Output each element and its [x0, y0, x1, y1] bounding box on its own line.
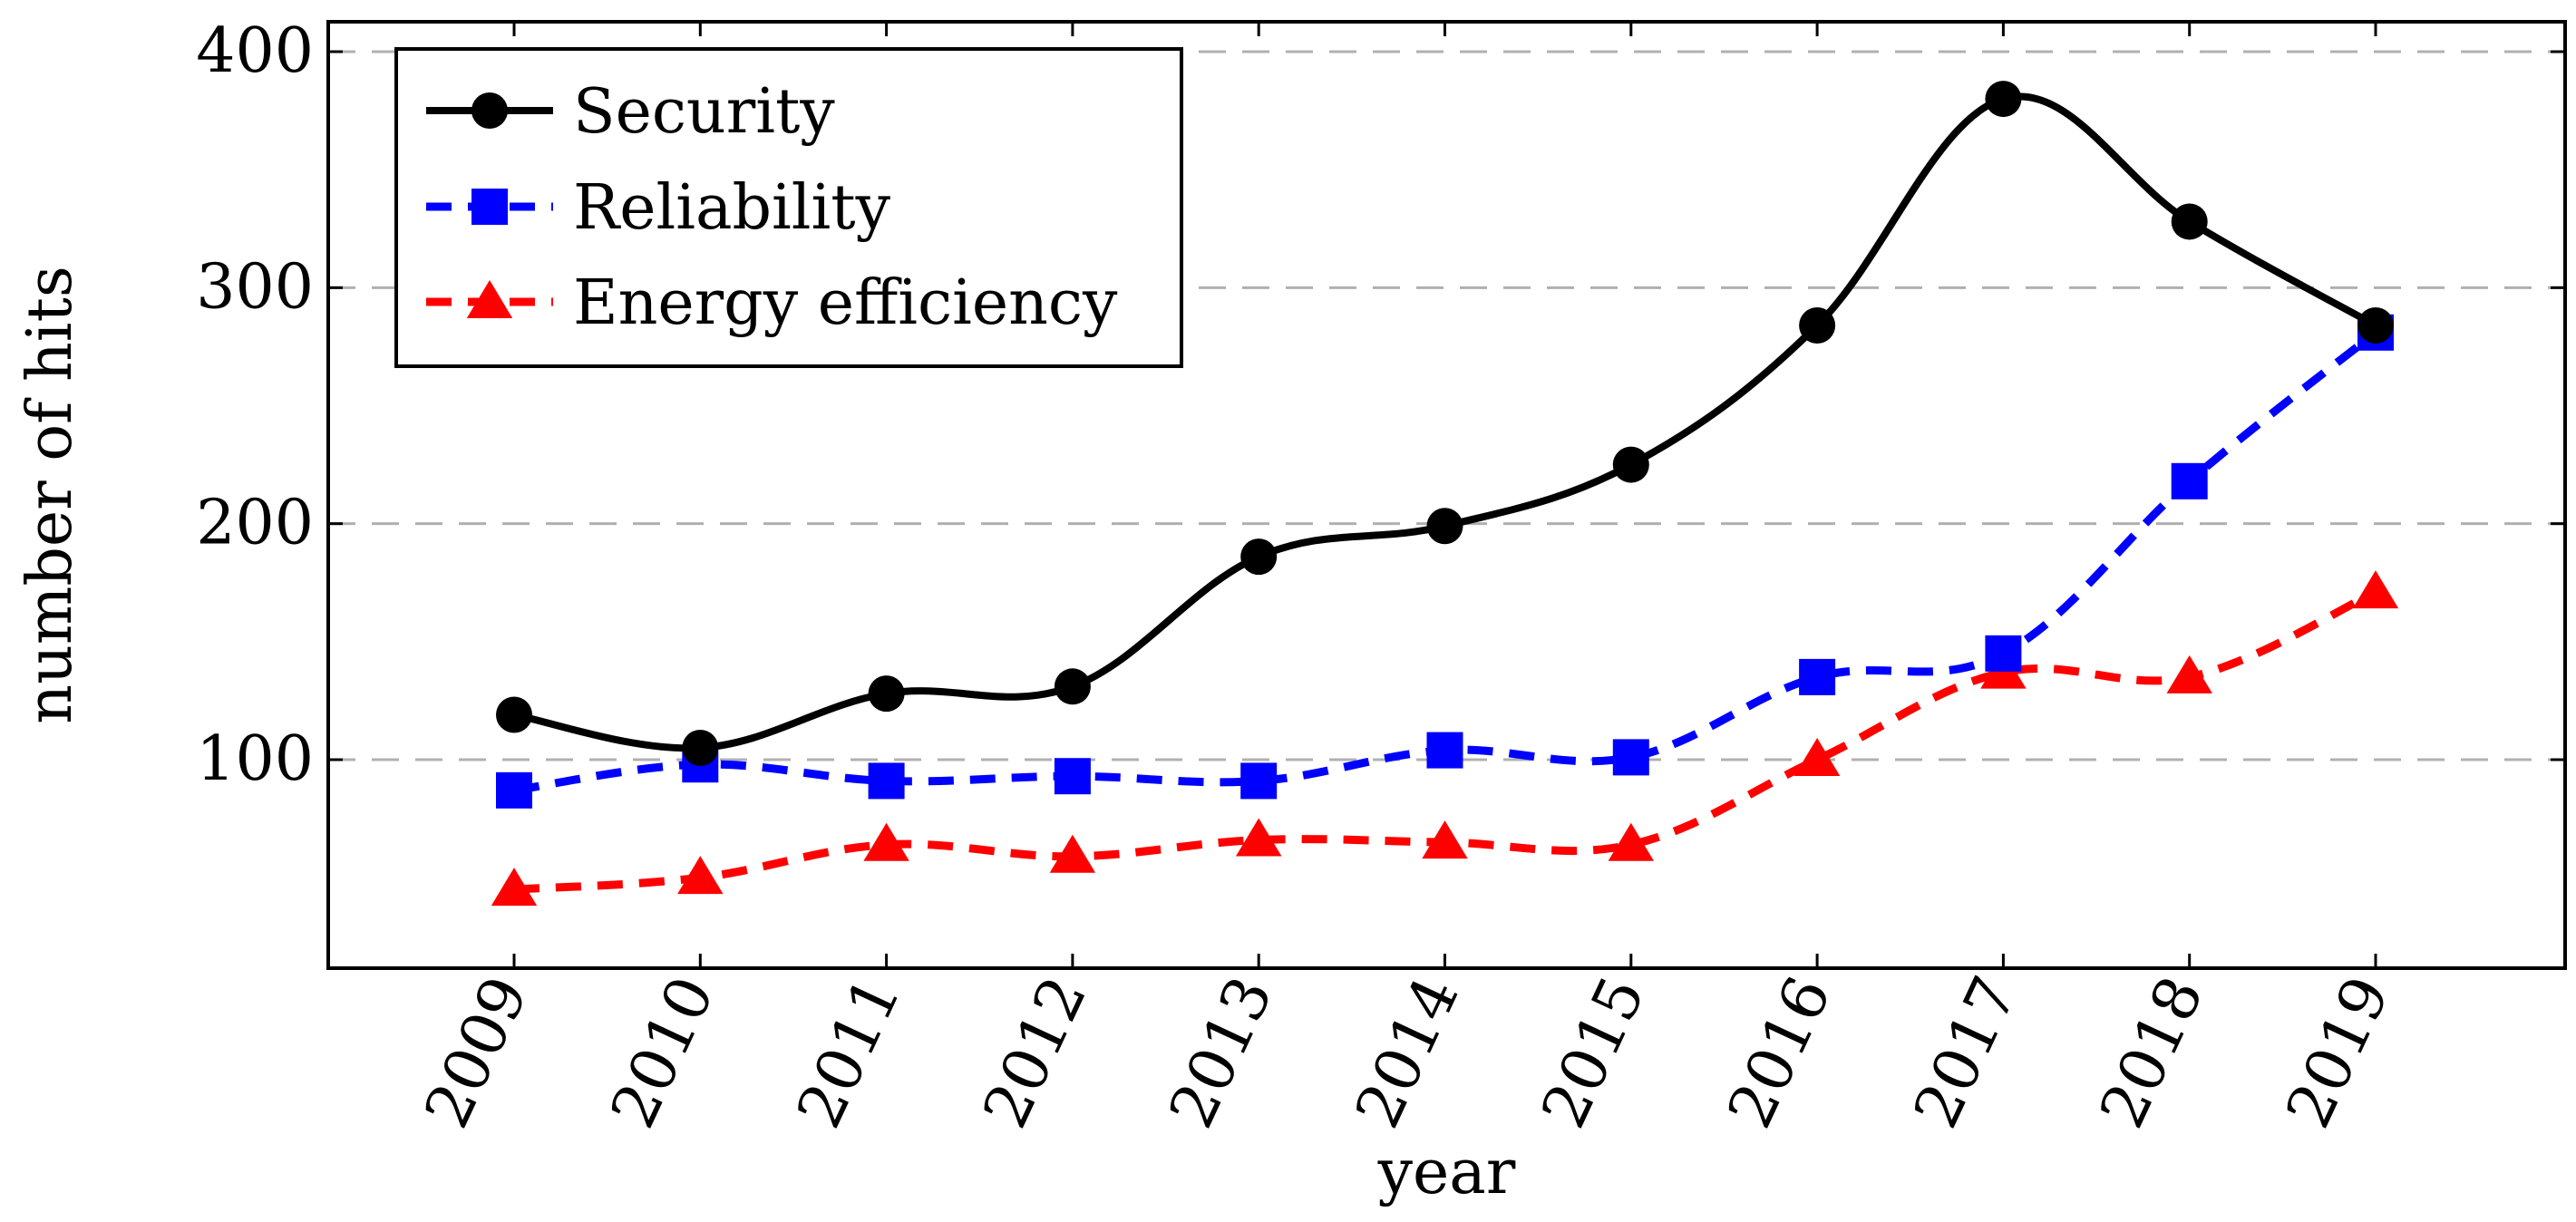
- x-axis-label: year: [1377, 1137, 1516, 1208]
- legend-marker: [471, 92, 508, 129]
- legend-marker: [466, 280, 513, 318]
- data-point: [496, 696, 532, 733]
- series-line: [513, 92, 2377, 752]
- y-tick-label: 300: [196, 251, 314, 323]
- data-point: [1422, 820, 1468, 859]
- data-point: [863, 822, 909, 861]
- data-point: [2171, 462, 2208, 499]
- data-point: [496, 771, 532, 809]
- legend-label: Security: [573, 76, 835, 148]
- legend-marker-group: [466, 280, 513, 318]
- plot-frame: [326, 20, 2567, 970]
- legend-entry-security: Security: [426, 76, 835, 148]
- legend: Security Reliability Energy efficiency: [394, 47, 1183, 368]
- data-point: [1426, 508, 1463, 545]
- data-point: [1612, 446, 1649, 483]
- legend-entry-reliability: Reliability: [426, 172, 891, 244]
- data-point: [491, 868, 538, 907]
- data-point: [2166, 655, 2212, 693]
- data-point: [2357, 306, 2394, 344]
- data-point: [2352, 570, 2399, 609]
- data-point: [1240, 538, 1278, 576]
- y-axis-label: number of hits: [15, 266, 86, 723]
- data-point: [1054, 758, 1091, 795]
- data-point: [868, 675, 905, 713]
- series-energy-efficiency: [491, 570, 2399, 907]
- data-point: [1240, 762, 1278, 800]
- data-point: [1985, 635, 2022, 672]
- series-line: [513, 329, 2378, 795]
- data-point: [682, 729, 719, 766]
- y-tick-label: 400: [196, 15, 314, 87]
- data-point: [1793, 738, 1841, 776]
- data-point: [1426, 732, 1463, 769]
- series-security: [496, 81, 2394, 766]
- legend-marker-group: [471, 92, 508, 129]
- data-point: [1054, 668, 1091, 705]
- data-point: [1049, 834, 1096, 873]
- data-point: [868, 762, 905, 800]
- data-point: [1799, 306, 1836, 344]
- legend-label: Reliability: [573, 172, 891, 244]
- data-point: [1985, 81, 2022, 118]
- data-point: [1236, 818, 1282, 857]
- y-tick-label: 100: [196, 723, 314, 795]
- data-point: [677, 856, 724, 895]
- y-tick-label: 200: [196, 488, 314, 559]
- data-point: [1799, 658, 1836, 695]
- data-point: [1612, 739, 1649, 776]
- legend-marker-group: [471, 189, 508, 225]
- legend-label: Energy efficiency: [573, 267, 1118, 339]
- series-layer: [491, 81, 2399, 907]
- legend-marker: [471, 189, 508, 225]
- legend-entry-energy-efficiency: Energy efficiency: [426, 267, 1118, 339]
- data-point: [2171, 203, 2208, 240]
- data-point: [1608, 822, 1654, 861]
